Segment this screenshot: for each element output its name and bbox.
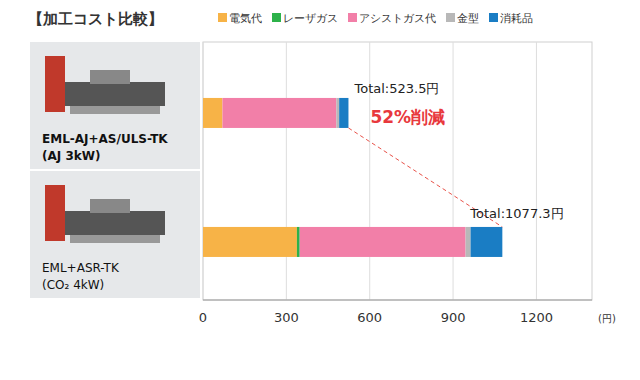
bar-segment	[297, 227, 300, 257]
annotation: Total:1077.3円	[469, 206, 563, 221]
grid-line	[453, 42, 454, 300]
machine-icon	[45, 185, 165, 243]
legend-label: 金型	[457, 12, 479, 25]
icon-part	[65, 82, 165, 106]
tick-label: 600	[357, 310, 382, 325]
chart: 【加工コスト比較】 電気代 レーザガス アシストガス代 金型 消耗品 EML-AJ+AS/U…	[0, 0, 640, 380]
legend-swatch	[446, 13, 455, 22]
icon-part	[70, 106, 160, 114]
axis-label: (円)	[598, 313, 616, 324]
tick-label: 0	[199, 310, 207, 325]
legend-label: アシストガス代	[359, 12, 436, 25]
grid-line	[286, 42, 287, 300]
icon-part	[90, 199, 130, 213]
icon-part	[65, 211, 165, 235]
legend-swatch	[489, 13, 498, 22]
bars	[203, 98, 502, 257]
category-line: EML+ASR-TK	[42, 261, 120, 275]
bar-segment	[336, 98, 339, 128]
x-axis	[203, 300, 592, 301]
icon-part	[45, 56, 65, 112]
category-line: (CO₂ 4kW)	[42, 278, 104, 292]
category-label: EML+ASR-TK (CO₂ 4kW)	[42, 261, 120, 292]
legend-swatch	[218, 13, 227, 22]
bar-segment	[222, 98, 336, 128]
legend-label: レーザガス	[283, 12, 338, 25]
grid-line	[203, 42, 204, 300]
tick-label: 900	[441, 310, 466, 325]
bar-segment	[203, 227, 297, 257]
category-panel	[30, 171, 200, 298]
bar-segment	[466, 227, 471, 257]
icon-part	[70, 235, 160, 243]
annotation: 52%削減	[370, 107, 445, 127]
annotation: Total:523.5円	[353, 81, 439, 96]
icon-part	[45, 185, 65, 241]
bar-segment	[300, 227, 466, 257]
bar-segment	[339, 98, 348, 128]
category-label: EML-AJ+AS/ULS-TK (AJ 3kW)	[42, 132, 168, 163]
category-line: EML-AJ+AS/ULS-TK	[42, 132, 168, 146]
bar-segment	[203, 98, 222, 128]
tick-label: 300	[274, 310, 299, 325]
category-panel	[30, 42, 200, 169]
bar-segment	[471, 227, 503, 257]
legend-label: 電気代	[229, 12, 262, 25]
machine-icon	[45, 56, 165, 114]
title: 【加工コスト比較】	[28, 10, 163, 28]
legend-swatch	[272, 13, 281, 22]
legend-label: 消耗品	[500, 12, 533, 25]
grid-line	[536, 42, 537, 300]
icon-part	[90, 70, 130, 84]
legend-swatch	[348, 13, 357, 22]
category-line: (AJ 3kW)	[42, 149, 100, 163]
plot-area	[203, 42, 592, 300]
tick-label: 1200	[520, 310, 553, 325]
